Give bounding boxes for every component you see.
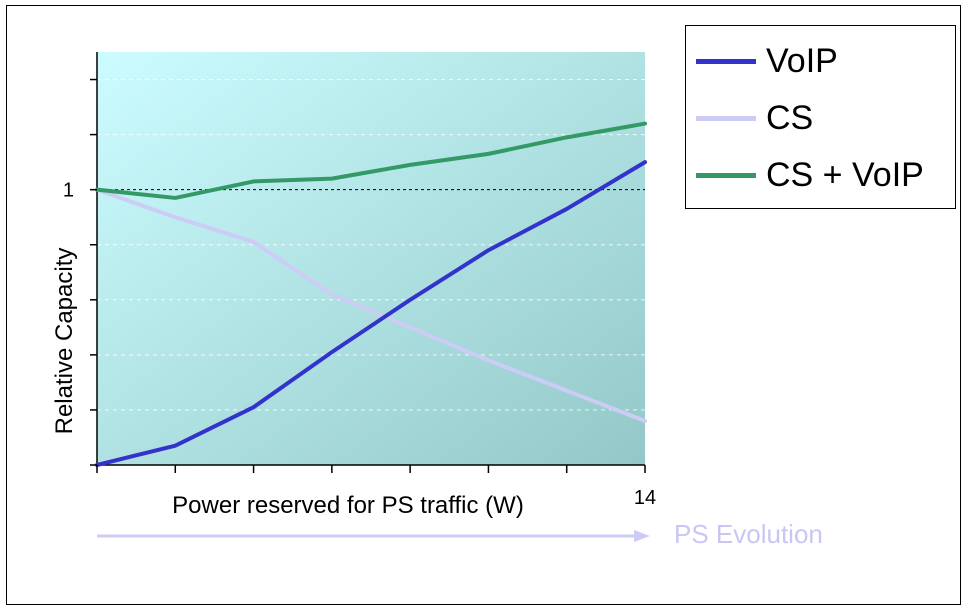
legend-swatch (696, 173, 756, 178)
legend-item: VoIP (686, 34, 956, 90)
legend-item: CS (686, 91, 956, 147)
legend-label: VoIP (766, 42, 838, 80)
legend-label: CS + VoIP (766, 156, 924, 194)
series-line-voip (95, 160, 647, 467)
legend-swatch (696, 59, 756, 64)
ps-evolution-arrow (97, 530, 650, 542)
line-chart: 1 14 Power reserved for PS traffic (W) Re… (51, 52, 656, 542)
axes (96, 52, 645, 466)
series-lines (95, 121, 647, 467)
x-axis-title: Power reserved for PS traffic (W) (172, 492, 524, 519)
axis-ticks: 1 14 (63, 78, 656, 509)
gridlines (97, 79, 645, 411)
legend: VoIP CS CS + VoIP (685, 25, 956, 209)
legend-item: CS + VoIP (686, 148, 956, 204)
legend-swatch (696, 116, 756, 121)
series-line-cs-voip (95, 121, 647, 200)
y-axis-title: Relative Capacity (51, 248, 78, 435)
series-line-cs (95, 187, 647, 423)
y-tick-label: 1 (63, 180, 74, 202)
x-tick-label: 14 (634, 487, 656, 509)
legend-label: CS (766, 99, 814, 137)
plot-area (97, 52, 645, 465)
ps-evolution-label: PS Evolution (674, 519, 823, 549)
